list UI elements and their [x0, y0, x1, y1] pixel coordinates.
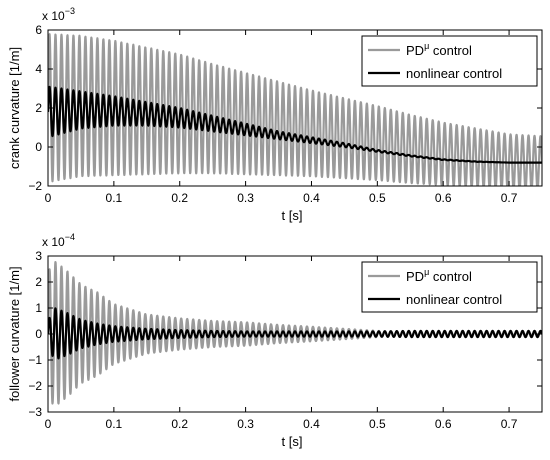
- x-tick-label: 0: [45, 417, 52, 431]
- y-tick-label: 0: [35, 140, 42, 154]
- x-tick-label: 0.1: [106, 417, 123, 431]
- y-tick-label: 6: [35, 23, 42, 37]
- y-tick-label: 1: [35, 301, 42, 315]
- legend-label-nonlinear-control: nonlinear control: [406, 66, 502, 81]
- series-line-nonlinear-control: [48, 85, 542, 164]
- legend-label-nonlinear-control: nonlinear control: [406, 292, 502, 307]
- x-tick-label: 0: [45, 191, 52, 205]
- x-tick-label: 0.3: [237, 417, 254, 431]
- y-tick-label: 3: [35, 249, 42, 263]
- legend: PDμ control nonlinear control: [361, 35, 538, 87]
- axis-multiplier: x 10−4: [42, 232, 75, 249]
- y-tick-label: −2: [28, 179, 42, 193]
- x-tick-label: 0.4: [303, 191, 320, 205]
- x-tick-label: 0.5: [369, 191, 386, 205]
- legend-box: [361, 35, 538, 87]
- x-tick-label: 0.1: [106, 191, 123, 205]
- y-tick-label: 4: [35, 62, 42, 76]
- y-tick-label: −1: [28, 353, 42, 367]
- series-line-nonlinear-control: [48, 307, 542, 360]
- legend-label-pd-control: PDμ control: [406, 267, 472, 284]
- x-tick-label: 0.2: [171, 191, 188, 205]
- y-tick-label: 2: [35, 101, 42, 115]
- x-tick-label: 0.4: [303, 417, 320, 431]
- x-axis-label: t [s]: [282, 208, 303, 223]
- y-tick-label: −2: [28, 379, 42, 393]
- legend-box: [361, 261, 538, 313]
- y-tick-label: 0: [35, 327, 42, 341]
- x-tick-label: 0.7: [501, 417, 518, 431]
- x-tick-label: 0.5: [369, 417, 386, 431]
- y-axis-label: crank curvature [1/m]: [7, 47, 22, 169]
- y-tick-label: 2: [35, 275, 42, 289]
- axis-multiplier: x 10−3: [42, 6, 75, 23]
- legend-label-pd-control: PDμ control: [406, 41, 472, 58]
- x-tick-label: 0.6: [435, 191, 452, 205]
- chart-panel-2: 0 0.1 0.2 0.3 0.4 0.5 0.6 0.7 −3 −2 −1 0 1 2 3x 10−4 t …: [7, 232, 543, 449]
- y-tick-label: −3: [28, 405, 42, 419]
- x-axis-label: t [s]: [282, 434, 303, 449]
- y-axis-label: follower curvature [1/m]: [7, 266, 22, 401]
- x-tick-label: 0.6: [435, 417, 452, 431]
- x-tick-label: 0.2: [171, 417, 188, 431]
- legend: PDμ control nonlinear control: [361, 261, 538, 313]
- x-tick-label: 0.7: [501, 191, 518, 205]
- x-tick-label: 0.3: [237, 191, 254, 205]
